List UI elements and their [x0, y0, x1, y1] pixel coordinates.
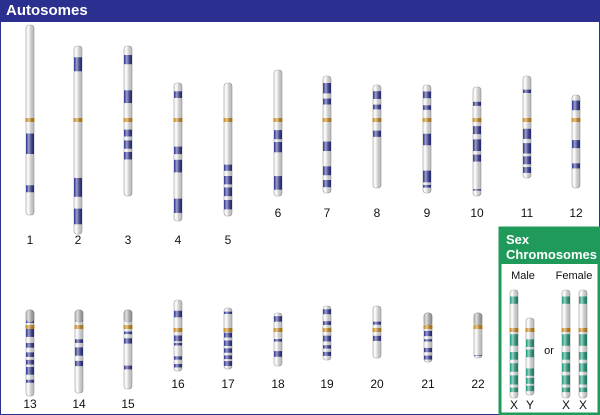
chromosome-male-x	[509, 289, 519, 399]
chromosome-shading	[424, 313, 432, 362]
or-label: or	[544, 345, 554, 357]
chromosome-shading	[75, 310, 83, 393]
chromosome-shading	[124, 46, 132, 196]
chromosome-shading	[526, 318, 534, 395]
chromosome-3	[123, 45, 133, 197]
chromosome-shading	[174, 83, 182, 221]
chromosome-label-21: 21	[421, 377, 435, 391]
chromosome-shading	[323, 76, 331, 193]
chromosome-label-4: 4	[175, 233, 182, 247]
chromosome-label-22: 22	[471, 377, 485, 391]
chromosome-1	[25, 24, 35, 216]
chromosome-shading	[474, 313, 482, 358]
chromosome-5	[223, 82, 233, 217]
chromosome-shading	[572, 95, 580, 188]
chromosome-label-9: 9	[424, 206, 431, 220]
chromosome-label-16: 16	[171, 377, 185, 391]
chromosome-label-female-x1: X	[562, 398, 570, 412]
chromosome-18	[273, 312, 283, 367]
chromosome-shading	[323, 306, 331, 360]
chromosome-shading	[373, 85, 381, 188]
chromosome-shading	[473, 87, 481, 196]
chromosome-7	[322, 75, 332, 194]
chromosome-4	[173, 82, 183, 222]
chromosome-shading	[373, 306, 381, 358]
chromosome-11	[522, 75, 532, 179]
chromosome-label-18: 18	[271, 377, 285, 391]
male-label: Male	[511, 270, 535, 282]
chromosome-8	[372, 84, 382, 189]
autosomes-title: Autosomes	[6, 2, 88, 19]
chromosome-16	[173, 299, 183, 372]
chromosome-label-11: 11	[521, 206, 534, 220]
chromosome-12	[571, 94, 581, 189]
sex-panel-title-line2: Chromosomes	[506, 247, 597, 262]
chromosome-10	[472, 86, 482, 197]
chromosome-shading	[510, 290, 518, 398]
chromosome-9	[422, 84, 432, 194]
chromosome-label-10: 10	[470, 206, 484, 220]
chromosome-shading	[174, 300, 182, 371]
chromosome-shading	[74, 46, 82, 234]
chromosome-shading	[224, 83, 232, 216]
chromosome-label-female-x2: X	[579, 398, 587, 412]
chromosome-label-3: 3	[125, 233, 132, 247]
chromosome-6	[273, 69, 283, 197]
chromosome-shading	[274, 313, 282, 366]
chromosome-shading	[423, 85, 431, 193]
chromosome-17	[223, 307, 233, 370]
chromosome-shading	[26, 25, 34, 215]
chromosome-shading	[523, 76, 531, 178]
chromosome-label-5: 5	[225, 233, 232, 247]
chromosome-female-x1	[561, 289, 571, 399]
sex-panel-header	[500, 228, 599, 264]
chromosome-label-13: 13	[23, 397, 37, 411]
female-label: Female	[556, 270, 593, 282]
chromosome-20	[372, 305, 382, 359]
chromosome-label-19: 19	[320, 377, 334, 391]
chromosome-shading	[562, 290, 570, 398]
chromosome-label-15: 15	[121, 397, 135, 411]
autosomes-header: Autosomes	[0, 0, 600, 22]
chromosome-label-male-x: X	[510, 398, 518, 412]
chromosome-label-7: 7	[324, 206, 331, 220]
chromosome-13	[25, 309, 35, 397]
chromosome-14	[74, 309, 84, 394]
chromosome-label-male-y: Y	[526, 398, 534, 412]
chromosome-shading	[224, 308, 232, 369]
chromosome-15	[123, 309, 133, 390]
sex-panel-title-line1: Sex	[506, 232, 530, 247]
chromosome-label-14: 14	[72, 397, 86, 411]
chromosome-19	[322, 305, 332, 361]
chromosome-label-17: 17	[221, 377, 235, 391]
chromosome-label-1: 1	[27, 233, 34, 247]
chromosome-2	[73, 45, 83, 235]
chromosome-label-20: 20	[370, 377, 384, 391]
chromosome-shading	[579, 290, 587, 398]
chromosome-label-2: 2	[75, 233, 82, 247]
chromosome-label-6: 6	[275, 206, 282, 220]
chromosome-female-x2	[578, 289, 588, 399]
chromosome-22	[473, 312, 483, 359]
chromosome-shading	[274, 70, 282, 196]
chromosome-male-y	[525, 317, 535, 396]
chromosome-label-12: 12	[569, 206, 583, 220]
chromosome-shading	[124, 310, 132, 389]
chromosome-shading	[26, 310, 34, 396]
chromosome-label-8: 8	[374, 206, 381, 220]
chromosome-21	[423, 312, 433, 363]
